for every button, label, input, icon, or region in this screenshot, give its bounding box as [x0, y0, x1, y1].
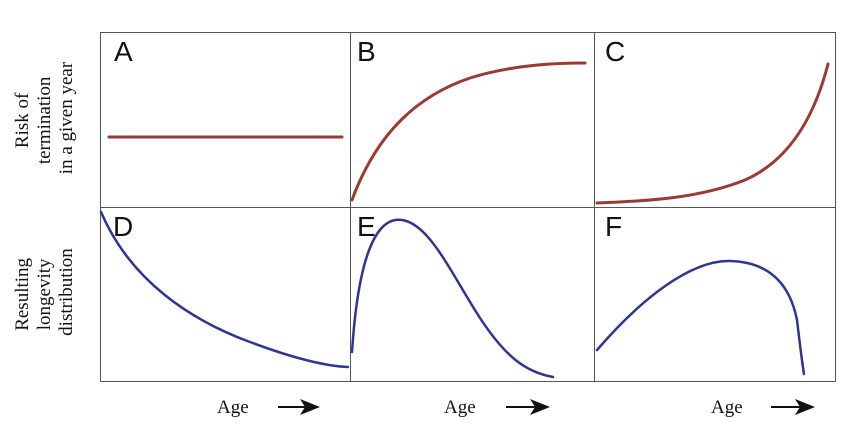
row-label-risk: Risk of termination in a given year — [12, 61, 77, 174]
panel-letter-c: C — [605, 36, 625, 67]
panel-letter-d: D — [113, 211, 133, 242]
age-label-3: Age — [711, 397, 743, 418]
arrow-right-icon — [771, 399, 815, 415]
panel-letter-b: B — [357, 36, 376, 67]
row-label-longevity: Resulting longevity distribution — [12, 248, 77, 336]
age-label-group-2: Age — [444, 397, 550, 418]
risk-curve-b — [350, 61, 587, 202]
panel-letter-f: F — [605, 211, 622, 242]
row-label-risk-line-1: Risk of — [12, 92, 33, 148]
panel-letter-e: E — [357, 211, 376, 242]
arrow-right-icon — [506, 399, 550, 415]
age-label-1: Age — [217, 397, 249, 418]
distribution-curve-d — [99, 210, 350, 369]
row-label-risk-line-3: in a given year — [56, 61, 77, 174]
risk-curve-c — [595, 62, 830, 205]
distribution-curve-e — [350, 218, 555, 379]
panel-grid — [100, 32, 836, 382]
arrow-right-icon — [278, 399, 320, 415]
age-label-group-1: Age — [217, 397, 320, 418]
risk-curves — [107, 61, 830, 205]
row-label-longevity-line-1: Resulting — [12, 257, 33, 330]
distribution-curves — [99, 210, 806, 379]
age-label-2: Age — [444, 397, 476, 418]
panel-letter-a: A — [114, 36, 133, 67]
row-label-risk-line-2: termination — [34, 76, 55, 164]
row-label-longevity-line-3: distribution — [56, 248, 77, 336]
row-label-longevity-line-2: longevity — [34, 258, 55, 330]
age-label-group-3: Age — [711, 397, 815, 418]
distribution-curve-f — [595, 259, 806, 376]
